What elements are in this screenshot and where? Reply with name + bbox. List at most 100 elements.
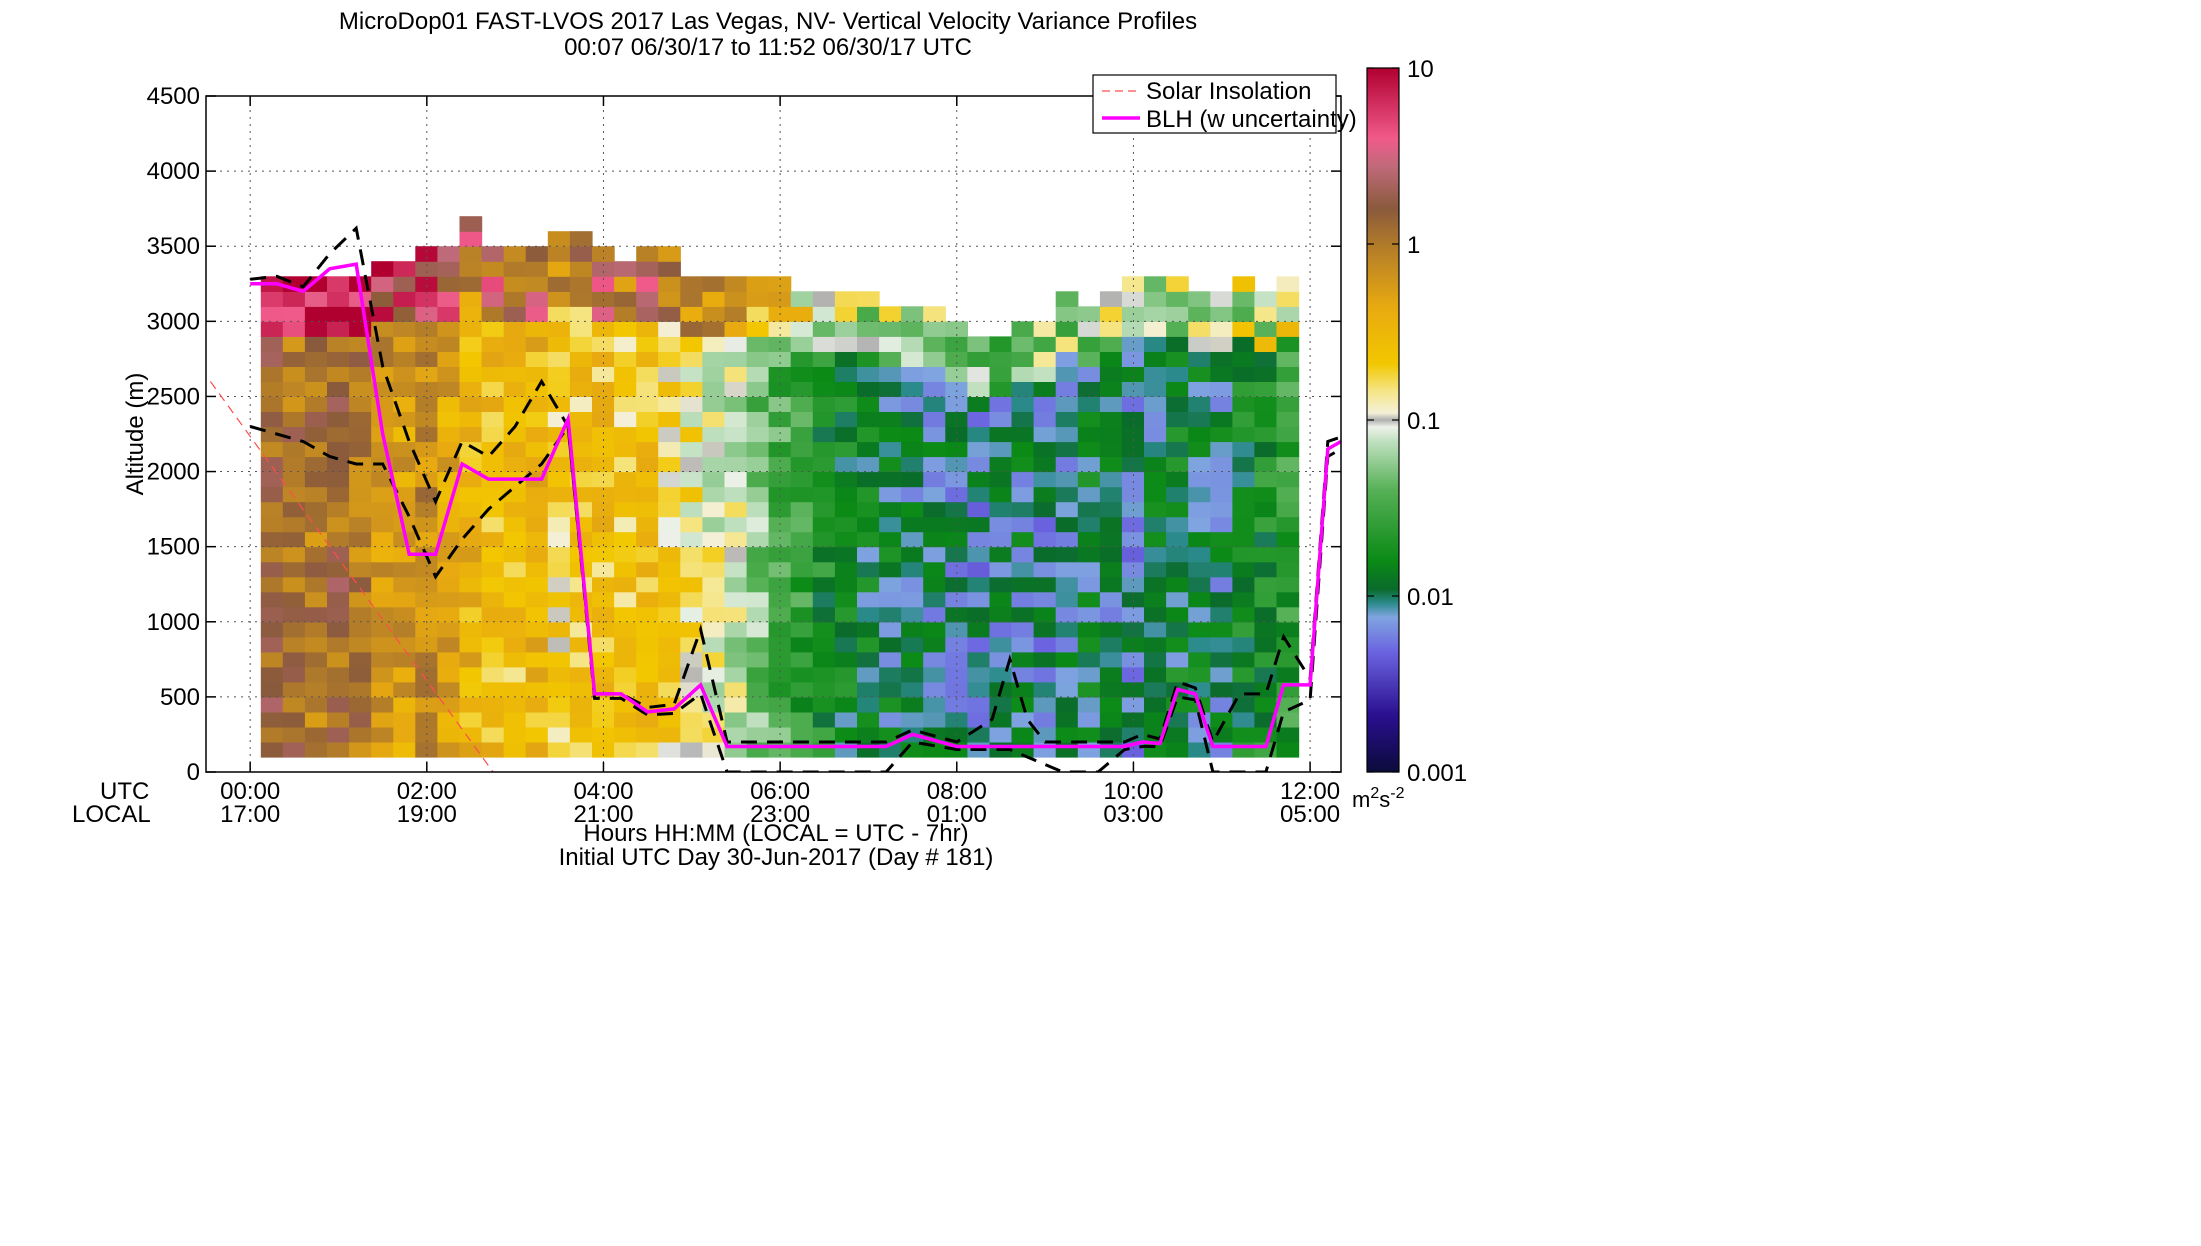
heatmap-cell [724, 696, 748, 713]
x-tick-label-utc: 08:00 [927, 778, 987, 805]
heatmap-cell [481, 561, 505, 578]
y-axis-label: Altitude (m) [122, 373, 149, 496]
heatmap-cell [1121, 381, 1145, 397]
heatmap-cell [1033, 396, 1057, 412]
heatmap-cell [614, 291, 637, 307]
y-tick-label: 2500 [147, 383, 200, 410]
heatmap-cell [790, 606, 814, 623]
heatmap-cell [1099, 501, 1123, 518]
heatmap-cell [1099, 441, 1123, 458]
x-tick-label-utc: 10:00 [1103, 778, 1163, 805]
heatmap-cell [945, 666, 968, 683]
heatmap-cell [1254, 666, 1278, 683]
heatmap-cell [1033, 591, 1057, 608]
heatmap-cell [1144, 666, 1167, 683]
heatmap-cell [834, 726, 858, 743]
heatmap-cell [746, 726, 770, 743]
heatmap-cell [459, 471, 483, 488]
heatmap-cell [1077, 501, 1101, 518]
heatmap-cell [481, 726, 505, 743]
heatmap-cell [503, 681, 527, 698]
heatmap-cell [592, 276, 615, 292]
heatmap-cell [614, 381, 637, 397]
heatmap-cell [702, 366, 726, 382]
heatmap-cell [393, 306, 416, 322]
heatmap-cell [1099, 666, 1123, 683]
heatmap-cell [1011, 501, 1035, 518]
heatmap-cell [967, 456, 991, 473]
heatmap-cell [680, 546, 703, 563]
solar-insolation-line [209, 381, 494, 772]
heatmap-cell [503, 711, 527, 728]
heatmap-cell [901, 591, 924, 608]
heatmap-cell [857, 591, 880, 608]
heatmap-cell [525, 606, 549, 623]
heatmap-cell [393, 366, 416, 382]
heatmap-cell [459, 561, 483, 578]
heatmap-cell [282, 666, 306, 683]
heatmap-cell [614, 531, 637, 548]
heatmap-cell [260, 681, 284, 698]
heatmap-cell [768, 471, 792, 488]
heatmap-cell [1144, 591, 1167, 608]
heatmap-cell [415, 742, 438, 758]
heatmap-cell [459, 531, 483, 548]
heatmap-cell [1011, 531, 1035, 548]
heatmap-cell [525, 636, 549, 653]
heatmap-cell [768, 351, 792, 367]
heatmap-cell [1254, 396, 1278, 412]
heatmap-cell [702, 306, 726, 322]
heatmap-cell [393, 291, 416, 307]
heatmap-cell [304, 696, 328, 713]
heatmap-cell [1011, 396, 1035, 412]
heatmap-cell [636, 576, 659, 593]
heatmap-cell [503, 306, 527, 322]
heatmap-cell [260, 441, 284, 458]
heatmap-cell [702, 651, 726, 668]
heatmap-cell [724, 291, 748, 307]
heatmap-cell [614, 306, 637, 322]
heatmap-cell [1033, 441, 1057, 458]
heatmap-cell [724, 396, 748, 412]
heatmap-cell [879, 561, 902, 578]
heatmap-cell [547, 742, 571, 758]
heatmap-cell [1011, 516, 1035, 533]
heatmap-cell [724, 531, 748, 548]
heatmap-cell [393, 351, 416, 367]
heatmap-cell [614, 321, 637, 337]
heatmap-cell [989, 591, 1013, 608]
heatmap-cell [481, 681, 505, 698]
heatmap-cell [1276, 396, 1300, 412]
heatmap-cell [790, 501, 814, 518]
heatmap-cell [658, 621, 681, 638]
heatmap-cell [724, 666, 748, 683]
heatmap-cell [658, 246, 681, 262]
heatmap-cell [1232, 621, 1256, 638]
heatmap-cell [967, 666, 991, 683]
heatmap-cell [415, 576, 438, 593]
heatmap-cell [857, 501, 880, 518]
heatmap-cell [503, 591, 527, 608]
x-axis-sublabel: Initial UTC Day 30-Jun-2017 (Day # 181) [559, 844, 994, 871]
heatmap-cell [1011, 321, 1035, 337]
heatmap-cell [658, 441, 681, 458]
heatmap-cell [790, 336, 814, 352]
heatmap-cell [879, 501, 902, 518]
heatmap-cell [1144, 471, 1167, 488]
heatmap-cell [790, 516, 814, 533]
heatmap-cell [857, 606, 880, 623]
heatmap-cell [1077, 726, 1101, 743]
heatmap-cell [636, 306, 659, 322]
heatmap-cell [923, 486, 946, 503]
heatmap-cell [857, 471, 880, 488]
heatmap-cell [658, 486, 681, 503]
heatmap-cell [481, 546, 505, 563]
heatmap-cell [437, 411, 461, 428]
heatmap-cell [812, 576, 836, 593]
heatmap-cell [790, 381, 814, 397]
heatmap-cell [636, 411, 659, 428]
heatmap-cell [1099, 636, 1123, 653]
heatmap-cell [1210, 576, 1233, 593]
heatmap-cell [857, 441, 880, 458]
heatmap-cell [1055, 696, 1079, 713]
